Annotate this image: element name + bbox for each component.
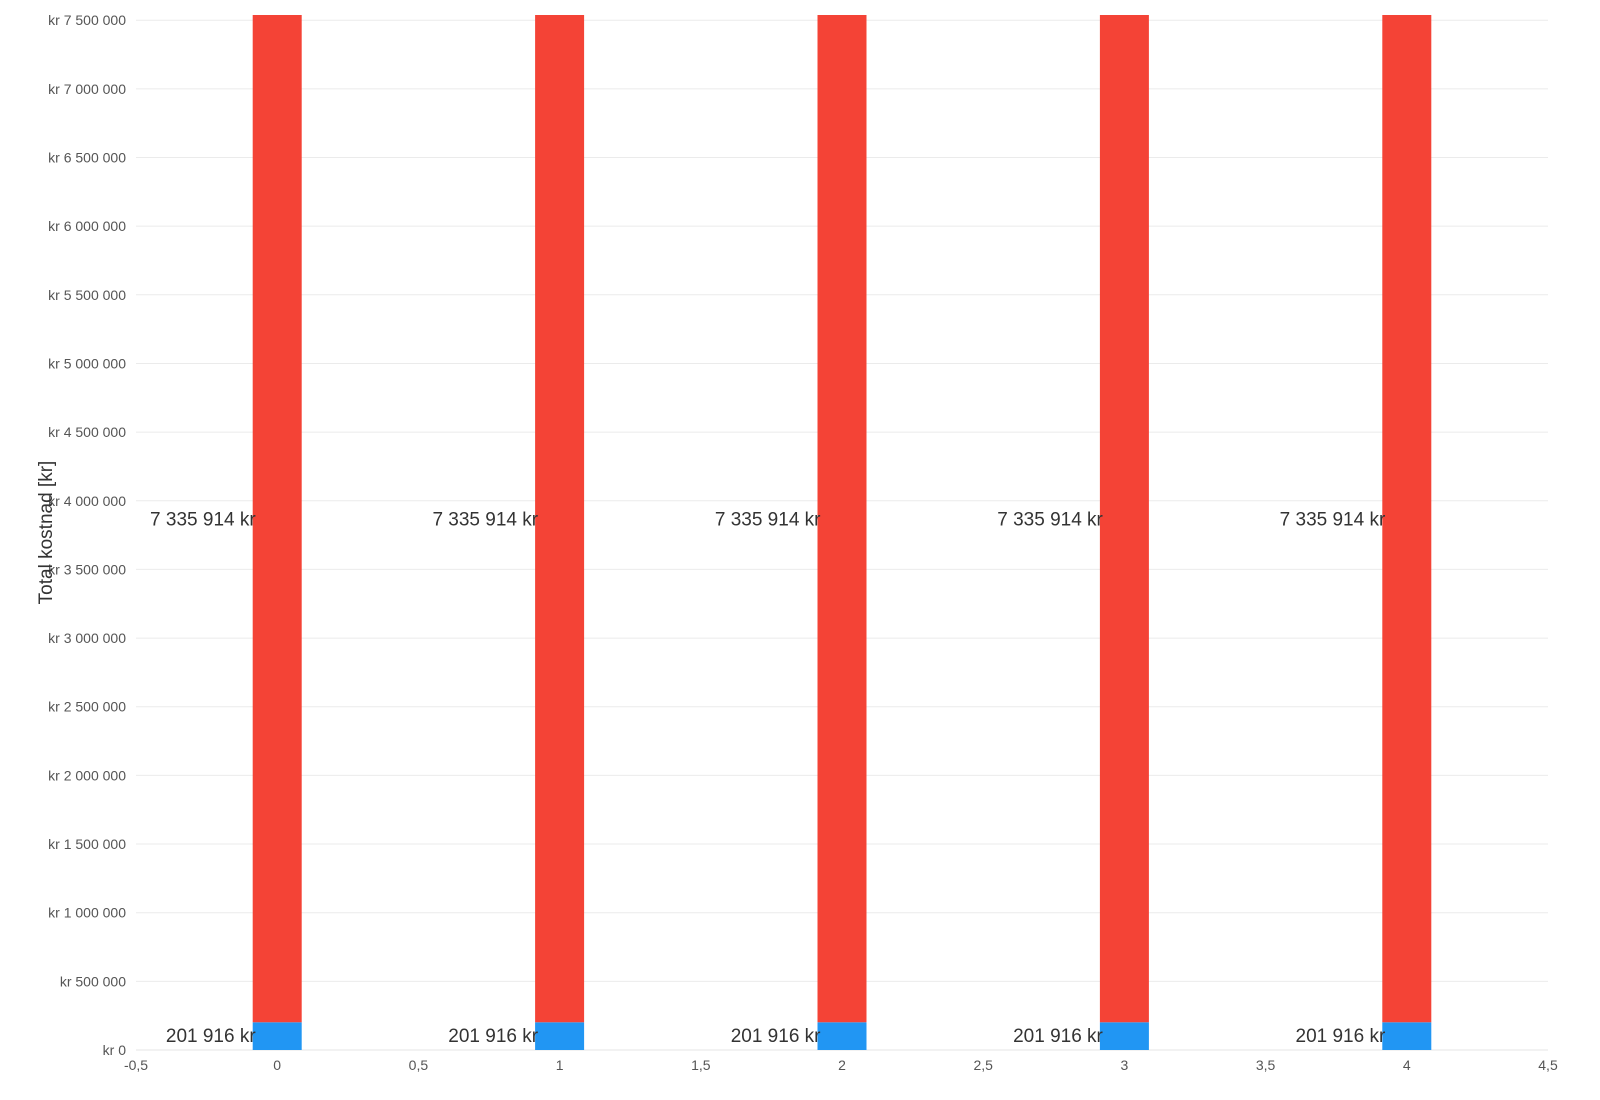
x-tick-label: 0: [273, 1057, 281, 1073]
bar-segment: [535, 1022, 585, 1050]
x-axis-ticks: -0,5 0 0,5 1 1,5 2 2,5 3 3,5 4 4,5: [124, 1057, 1558, 1073]
y-tick-label: kr 2 500 000: [48, 699, 126, 715]
y-tick-label: kr 1 500 000: [48, 836, 126, 852]
x-tick-label: 2: [838, 1057, 846, 1073]
bar-segment: [817, 15, 867, 1023]
data-label: 7 335 914 kr: [997, 510, 1103, 531]
y-axis-title: Total kostnad [kr]: [36, 461, 57, 605]
y-tick-label: kr 5 500 000: [48, 287, 126, 303]
x-tick-label: 4,5: [1538, 1057, 1558, 1073]
x-tick-label: 2,5: [973, 1057, 993, 1073]
data-label: 7 335 914 kr: [1280, 510, 1386, 531]
y-tick-label: kr 4 000 000: [48, 493, 126, 509]
x-tick-label: 1,5: [691, 1057, 711, 1073]
y-tick-label: kr 3 000 000: [48, 630, 126, 646]
bar-segment: [1099, 15, 1149, 1023]
x-tick-label: 3,5: [1256, 1057, 1276, 1073]
y-tick-label: kr 7 500 000: [48, 12, 126, 28]
bars: [252, 15, 1432, 1050]
y-axis-ticks: kr 0 kr 500 000 kr 1 000 000 kr 1 500 000 kr…: [48, 12, 126, 1058]
data-label: 7 335 914 kr: [715, 510, 821, 531]
x-tick-label: -0,5: [124, 1057, 148, 1073]
bar-segment: [252, 15, 302, 1023]
y-tick-label: kr 1 000 000: [48, 905, 126, 921]
bar-segment: [817, 1022, 867, 1050]
y-tick-label: kr 5 000 000: [48, 355, 126, 371]
y-tick-label: kr 6 000 000: [48, 218, 126, 234]
bar-segment: [1382, 15, 1432, 1023]
data-label: 201 916 kr: [1296, 1026, 1386, 1047]
x-tick-label: 3: [1121, 1057, 1129, 1073]
y-tick-label: kr 6 500 000: [48, 150, 126, 166]
data-label: 201 916 kr: [448, 1026, 538, 1047]
y-tick-label: kr 3 500 000: [48, 561, 126, 577]
y-tick-label: kr 2 000 000: [48, 767, 126, 783]
bar-segment: [252, 1022, 302, 1050]
x-tick-label: 1: [556, 1057, 564, 1073]
y-tick-label: kr 500 000: [60, 973, 126, 989]
bar-segment: [535, 15, 585, 1023]
x-tick-label: 4: [1403, 1057, 1411, 1073]
y-tick-label: kr 4 500 000: [48, 424, 126, 440]
data-label: 201 916 kr: [731, 1026, 821, 1047]
x-tick-label: 0,5: [409, 1057, 429, 1073]
y-tick-label: kr 0: [103, 1042, 127, 1058]
y-tick-label: kr 7 000 000: [48, 81, 126, 97]
data-labels: 201 916 kr 7 335 914 kr 201 916 kr 7 335 91…: [150, 510, 1386, 1047]
data-label: 7 335 914 kr: [150, 510, 256, 531]
bar-segment: [1382, 1022, 1432, 1050]
data-label: 201 916 kr: [1013, 1026, 1103, 1047]
data-label: 201 916 kr: [166, 1026, 256, 1047]
bar-segment: [1099, 1022, 1149, 1050]
data-label: 7 335 914 kr: [432, 510, 538, 531]
